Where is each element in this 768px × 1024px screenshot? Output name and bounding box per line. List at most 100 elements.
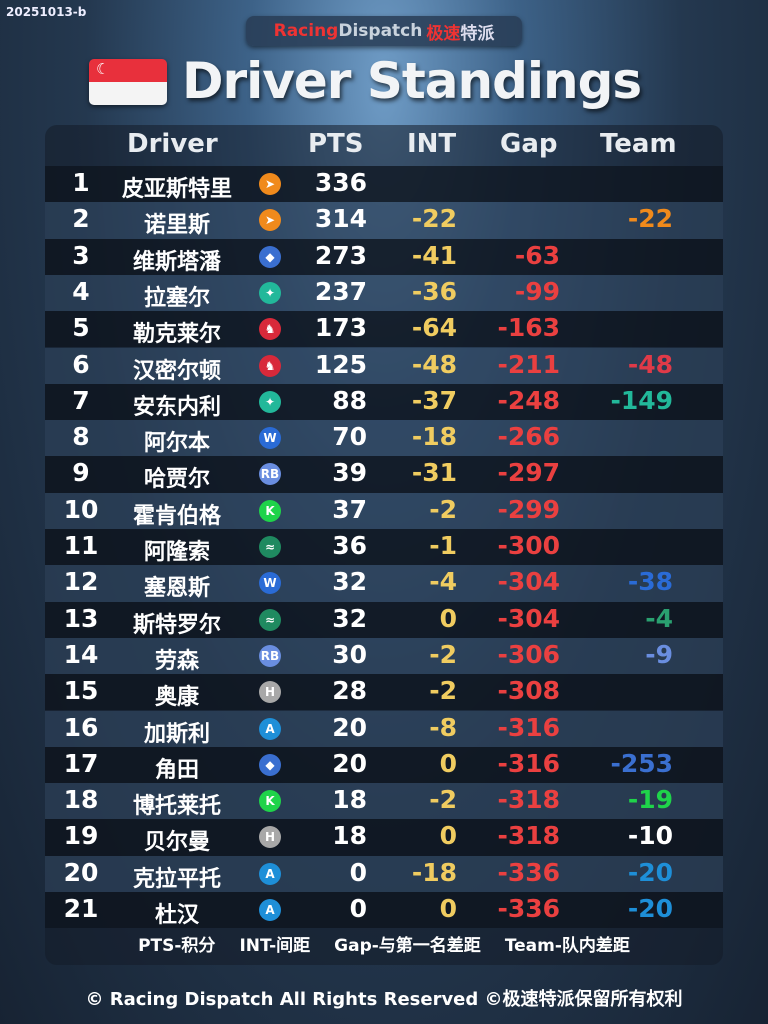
points: 32: [332, 603, 367, 633]
team-gap: -19: [627, 785, 673, 815]
page-title: Driver Standings: [182, 52, 642, 110]
team-gap: -253: [610, 748, 673, 778]
team-logo-icon: A: [259, 717, 281, 740]
team-logo-icon: H: [259, 826, 281, 849]
interval: -18: [411, 857, 457, 887]
interval: -2: [429, 785, 457, 815]
gap-to-leader: -297: [497, 458, 560, 488]
team-logo-icon: A: [259, 899, 281, 921]
gap-to-leader: -266: [497, 422, 560, 452]
gap-to-leader: -318: [497, 785, 560, 815]
legend-pts: PTS-积分: [138, 936, 216, 956]
driver-name: 克拉平托: [132, 866, 221, 892]
copyright-footer: © Racing Dispatch All Rights Reserved ©极…: [85, 989, 683, 1010]
table-row: 6 汉密尔顿 ♞ 125 -48 -211 -48: [45, 347, 723, 384]
header-driver: Driver: [127, 129, 218, 159]
points: 39: [332, 458, 367, 488]
brand-racing: Racing: [273, 21, 339, 41]
gap-to-leader: -304: [497, 567, 560, 597]
team-gap: -22: [627, 204, 673, 234]
points: 0: [349, 894, 367, 923]
rank: 19: [63, 821, 99, 851]
gap-to-leader: -308: [497, 676, 560, 706]
interval: -64: [411, 313, 457, 343]
points: 273: [314, 240, 367, 270]
team-gap: -10: [627, 821, 673, 851]
gap-to-leader: -299: [497, 494, 560, 524]
points: 28: [332, 676, 367, 706]
gap-to-leader: -163: [497, 313, 560, 343]
table-row: 21 杜汉 A 0 0 -336 -20: [45, 892, 723, 929]
table-row: 12 塞恩斯 W 32 -4 -304 -38: [45, 565, 723, 602]
rank: 8: [72, 422, 90, 452]
header-pts: PTS: [308, 129, 364, 159]
points: 0: [349, 857, 367, 887]
interval: -1: [429, 531, 457, 560]
team-logo-icon: ✦: [259, 390, 281, 413]
interval: -22: [411, 204, 457, 234]
team-logo-icon: ≈: [259, 608, 281, 631]
header-int: INT: [407, 129, 457, 159]
gap-to-leader: -63: [514, 240, 560, 270]
legend: PTS-积分 INT-间距 Gap-与第一名差距 Team-队内差距: [45, 931, 723, 956]
team-logo-icon: W: [259, 572, 281, 595]
driver-name: 哈贾尔: [143, 467, 210, 493]
points: 18: [332, 821, 367, 851]
points: 37: [332, 494, 367, 524]
rank: 1: [72, 168, 90, 197]
team-logo-icon: K: [259, 790, 281, 813]
team-logo-icon: H: [259, 681, 281, 704]
table-header: Driver PTS INT Gap Team: [45, 125, 723, 165]
gap-to-leader: -300: [497, 531, 560, 560]
rank: 6: [72, 349, 90, 379]
points: 237: [314, 276, 367, 306]
header-team: Team: [600, 129, 677, 159]
driver-name: 角田: [154, 757, 199, 783]
rank: 12: [63, 567, 99, 597]
interval: 0: [439, 748, 457, 778]
driver-name: 勒克莱尔: [132, 322, 221, 348]
team-logo-icon: ✦: [259, 281, 281, 304]
interval: -2: [429, 676, 457, 706]
gap-to-leader: -99: [514, 276, 560, 306]
points: 88: [332, 385, 367, 415]
table-row: 19 贝尔曼 H 18 0 -318 -10: [45, 819, 723, 856]
points: 125: [314, 349, 367, 379]
points: 20: [332, 712, 367, 742]
team-logo-icon: ➤: [259, 209, 281, 232]
driver-name: 安东内利: [132, 394, 221, 420]
interval: -48: [411, 349, 457, 379]
table-row: 14 劳森 RB 30 -2 -306 -9: [45, 637, 723, 675]
rank: 2: [72, 204, 90, 234]
singapore-flag-icon: ☾: [89, 59, 167, 105]
legend-team: Team-队内差距: [504, 936, 630, 956]
interval: -37: [411, 385, 457, 415]
table-row: 13 斯特罗尔 ≈32 0 -304 -4: [45, 601, 723, 638]
rank: 13: [63, 603, 99, 633]
team-logo-icon: ➤: [259, 173, 281, 195]
interval: 0: [439, 821, 457, 851]
interval: -8: [429, 712, 457, 742]
driver-name: 塞恩斯: [143, 576, 210, 602]
rank: 7: [72, 385, 90, 415]
gap-to-leader: -304: [497, 603, 560, 633]
interval: -36: [411, 276, 457, 306]
header-gap: Gap: [500, 129, 558, 159]
table-row: 2 诺里斯 ➤ 314 -22 -22: [45, 202, 723, 239]
brand-cn2: 特派: [460, 23, 495, 44]
points: 20: [332, 748, 367, 778]
driver-name: 博托莱托: [132, 794, 221, 820]
points: 173: [314, 313, 367, 343]
team-logo-icon: ◆: [259, 245, 281, 268]
driver-name: 皮亚斯特里: [121, 177, 232, 202]
interval: -4: [429, 567, 457, 597]
driver-name: 阿尔本: [143, 431, 210, 457]
rank: 9: [72, 458, 90, 488]
team-logo-icon: RB: [259, 644, 281, 667]
team-gap: -48: [627, 349, 673, 379]
driver-name: 奥康: [154, 685, 199, 711]
gap-to-leader: -248: [497, 385, 560, 415]
gap-to-leader: -316: [497, 748, 560, 778]
driver-name: 拉塞尔: [143, 285, 210, 311]
team-gap: -38: [627, 567, 673, 597]
